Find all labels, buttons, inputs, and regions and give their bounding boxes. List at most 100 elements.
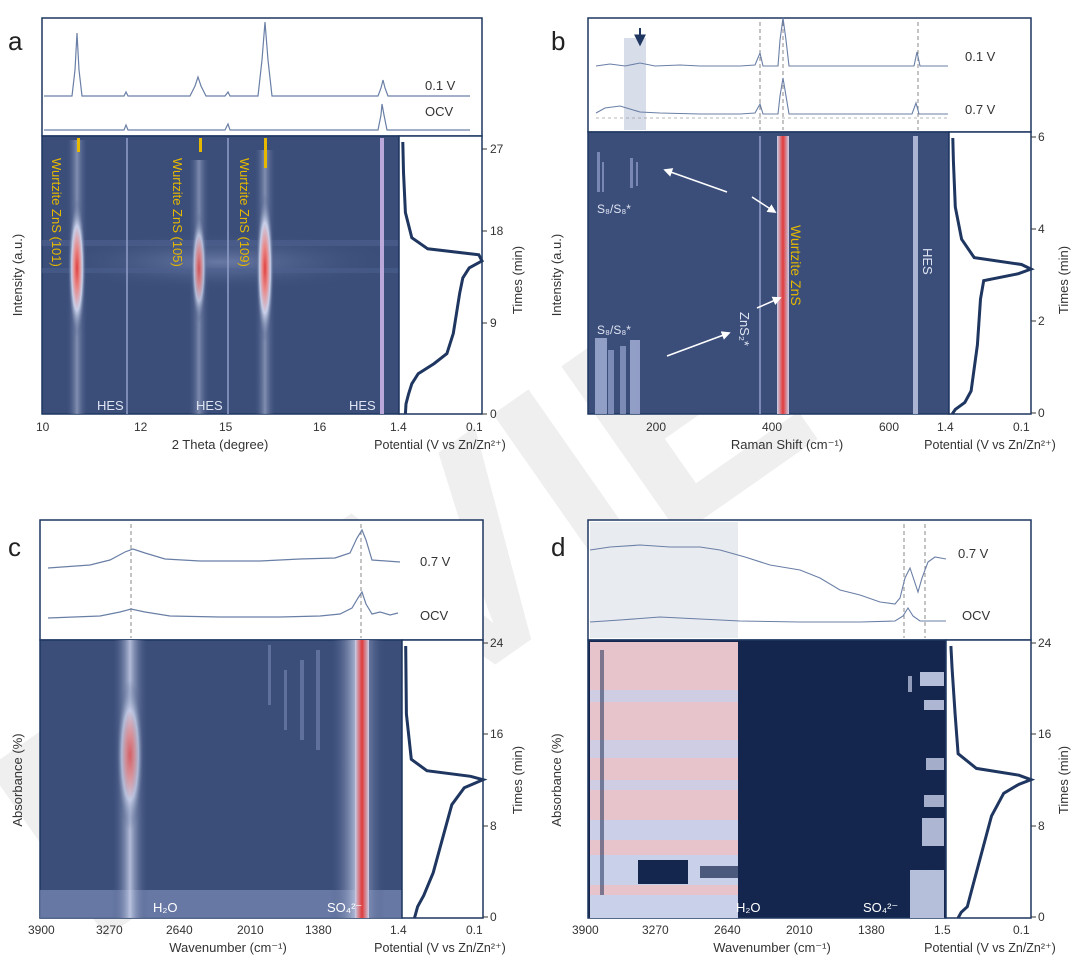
panel-a-ptick-1: 1.4 [390,420,407,434]
panel-c-x-axis: 3900 3270 2640 2010 1380 Wavenumber (cm⁻… [28,923,506,955]
panel-b-line-665 [913,136,918,414]
panel-a-trace-bottom [44,103,470,131]
panel-d-xtick-0: 3900 [572,923,599,937]
panel-b-xlabel: Raman Shift (cm⁻¹) [731,437,843,452]
panel-b-right-ylabel: Times (min) [1056,246,1071,314]
panel-a-right-axis: 27 18 9 0 Times (min) [482,142,525,421]
panel-b-band-label-hes: HES [920,248,935,275]
panel-a-trace-frame [41,17,483,137]
panel-a-xtick-1: 12 [134,420,148,434]
panel-a-xtick-3: 16 [313,420,327,434]
panel-d-xtick-1: 3270 [642,923,669,937]
panel-a-trace-top [44,21,470,97]
panel-a-potential-frame [398,135,483,415]
panel-c-ptick-1: 1.4 [390,923,407,937]
panel-d-potential-curve [949,645,1036,919]
panel-b-xtick-0: 200 [646,420,666,434]
panel-b-s8-cluster-top [597,152,638,192]
panel-d-trace-bottom-label: OCV [962,608,991,623]
panel-c-letter: c [8,532,21,562]
panel-c-potential-label: Potential (V vs Zn/Zn²⁺) [374,941,506,955]
panel-d-xtick-3: 2010 [786,923,813,937]
panel-c-trace-frame [39,519,484,641]
panel-a-hes-1: HES [97,398,124,413]
panel-d: d 0.7 V OCV [549,519,1071,955]
panel-a: a 0.1 V OCV Wurtzite ZnS (101) Wurtzite … [8,17,525,452]
panel-b-rtick-0: 0 [1038,406,1045,420]
panel-b-arrow-1 [663,168,728,193]
panel-a-rtick-18: 18 [490,224,504,238]
panel-b-trace-top-label: 0.1 V [965,49,996,64]
panel-d-potential-label: Potential (V vs Zn/Zn²⁺) [924,941,1056,955]
panel-c-potential-frame [401,639,484,919]
panel-d-ptick-1: 1.5 [934,923,951,937]
panel-d-right-ylabel: Times (min) [1056,746,1071,814]
panel-c-xtick-3: 2010 [237,923,264,937]
panel-a-hot-101 [68,198,86,338]
panel-a-ylabel: Intensity (a.u.) [10,234,25,316]
panel-b-rtick-2: 2 [1038,314,1045,328]
panel-c-h2o-hot [116,680,144,830]
panel-c-right-ylabel: Times (min) [510,746,525,814]
panel-b-xtick-1: 400 [762,420,782,434]
panel-a-letter: a [8,26,23,56]
panel-b-highlight [624,38,646,130]
panel-c-trace-top [47,528,401,569]
panel-a-xlabel: 2 Theta (degree) [172,437,269,452]
panel-c: c 0.7 V OCV H₂O SO₄²⁻ Absorbance (%) [8,519,525,955]
panel-c-label-so4: SO₄²⁻ [327,900,362,915]
panel-a-trace-bottom-label: OCV [425,104,454,119]
panel-d-label-so3: SO₃²⁻ [908,856,943,871]
panel-b-ptick-1: 1.4 [937,420,954,434]
panel-d-highlight [590,522,738,638]
panel-a-band-label-1: Wurtzite ZnS (101) [49,158,64,267]
panel-a-rtick-27: 27 [490,142,504,156]
panel-a-hot-105 [191,213,207,323]
panel-d-trace-bottom [589,606,946,623]
panel-a-hes-line-1 [126,138,128,414]
panel-c-rtick-24: 24 [490,636,504,650]
panel-c-ptick-2: 0.1 [466,923,483,937]
panel-d-xtick-4: 1380 [858,923,885,937]
panel-b-arrow-4 [666,331,731,357]
panel-b-band-label-zns2: ZnS₂* [737,312,752,346]
panel-b-potential-label: Potential (V vs Zn/Zn²⁺) [924,438,1056,452]
panel-a-band-label-3: Wurtzite ZnS (109) [237,158,252,267]
panel-c-label-h2o: H₂O [153,900,178,915]
panel-b-rtick-4: 4 [1038,222,1045,236]
panel-d-label-h2o: H₂O [736,900,761,915]
panel-c-right-axis: 24 16 8 0 Times (min) [483,636,525,924]
panel-b-trace-bottom-label: 0.7 V [965,102,996,117]
panel-b-arrow-2 [751,196,777,213]
panel-b-line-375 [759,136,761,414]
panel-d-rtick-24: 24 [1038,636,1052,650]
panel-c-potential-curve [404,645,488,919]
panel-d-x-axis: 3900 3270 2640 2010 1380 Wavenumber (cm⁻… [572,923,1056,955]
panel-c-faint-streaks [268,645,320,750]
panel-b-band-label-wurtzite: Wurtzite ZnS [788,225,804,306]
panel-b-s8-cluster-bottom [595,338,640,414]
panel-b-heatmap-bg [587,131,950,415]
panel-c-trace-bottom-label: OCV [420,608,449,623]
panel-d-xtick-2: 2640 [714,923,741,937]
panel-b-rtick-6: 6 [1038,130,1045,144]
panel-a-potential-label: Potential (V vs Zn/Zn²⁺) [374,438,506,452]
panel-a-xtick-2: 15 [219,420,233,434]
panel-a-right-ylabel: Times (min) [510,246,525,314]
panel-b-potential-curve [950,137,1035,415]
panel-c-trace-bottom [47,590,399,619]
panel-a-hline-1 [42,240,399,246]
panel-c-trace-top-label: 0.7 V [420,554,451,569]
panel-d-rtick-16: 16 [1038,727,1052,741]
panel-a-potential-curve [401,141,485,415]
panel-b-band-417 [777,136,789,414]
panel-d-ptick-2: 0.1 [1013,923,1030,937]
panel-a-ptick-2: 0.1 [466,420,483,434]
panel-d-potential-frame [945,639,1032,919]
panel-a-xtick-0: 10 [36,420,50,434]
panel-a-hot-109 [256,193,274,343]
panel-a-rtick-9: 9 [490,316,497,330]
panel-c-rtick-8: 8 [490,819,497,833]
panel-b-ylabel: Intensity (a.u.) [549,234,564,316]
